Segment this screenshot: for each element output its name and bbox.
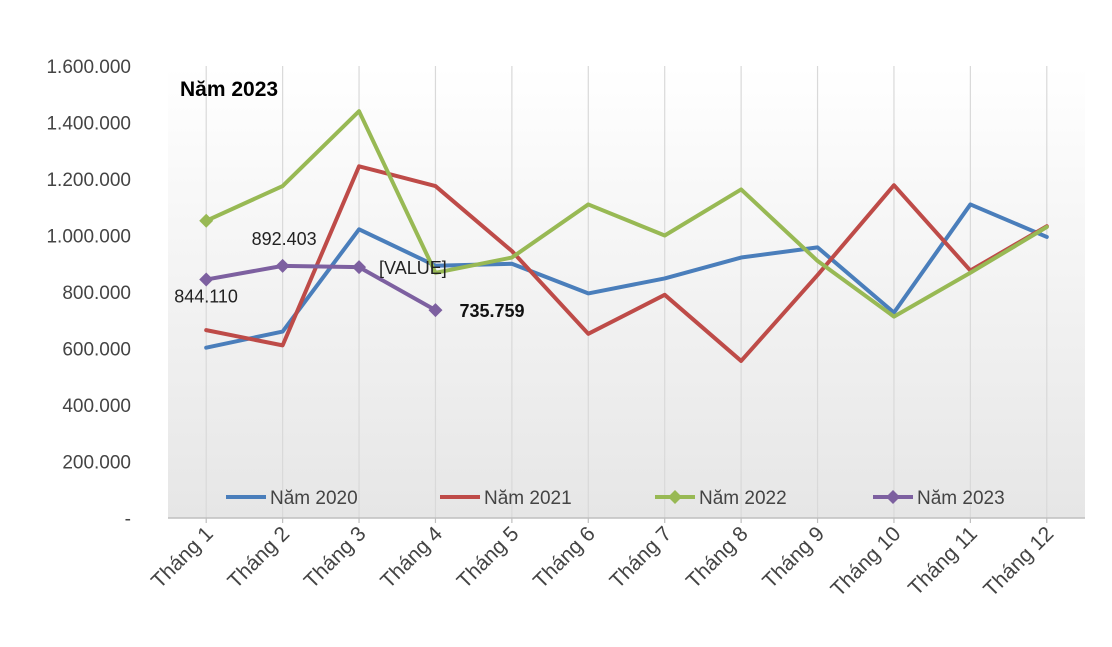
x-tick-label: Tháng 8	[682, 522, 753, 593]
legend: Năm 2020 Năm 2021 Năm 2022 Năm 2023	[226, 488, 1005, 509]
y-tick-label: 800.000	[62, 283, 131, 304]
x-tick-label: Tháng 7	[605, 522, 676, 593]
x-tick-label: Tháng 6	[529, 522, 600, 593]
grid	[205, 66, 1048, 518]
series-layer	[199, 109, 1049, 363]
y-axis-ticks: - 200.000 400.000 600.000 800.000 1.000.000 1.…	[46, 57, 131, 530]
legend-label: Năm 2022	[699, 488, 787, 509]
x-tick-label: Tháng 5	[453, 522, 524, 593]
series-marker-4	[275, 258, 290, 273]
x-tick-label: Tháng 11	[904, 522, 982, 600]
legend-label: Năm 2020	[270, 488, 358, 509]
x-tick-label: Tháng 4	[376, 522, 447, 593]
data-labels: 844.110 892.403 [VALUE] 735.759	[174, 229, 524, 321]
legend-label: Năm 2021	[484, 488, 572, 509]
plot-background	[168, 66, 1085, 518]
series-marker-4	[352, 260, 367, 275]
x-tick-label: Tháng 9	[758, 522, 829, 593]
data-label: 892.403	[252, 229, 317, 249]
series-marker-4	[199, 272, 214, 287]
legend-marker	[886, 490, 900, 504]
data-label: 844.110	[174, 287, 238, 307]
data-label: [VALUE]	[379, 258, 447, 278]
series-marker-4	[428, 303, 443, 318]
y-tick-label: 1.000.000	[46, 227, 131, 248]
x-tick-label: Tháng 3	[300, 522, 371, 593]
chart-title: Năm 2023	[180, 78, 278, 101]
y-tick-label: 400.000	[62, 396, 131, 417]
data-label: 735.759	[459, 301, 524, 321]
y-tick-label: 600.000	[62, 340, 131, 361]
series-line-4	[204, 263, 438, 313]
y-tick-label: 1.600.000	[46, 57, 131, 78]
legend-marker	[668, 490, 682, 504]
x-tick-label: Tháng 12	[979, 522, 1058, 601]
series-line-2	[204, 164, 1049, 363]
series-line-3	[204, 109, 1049, 319]
y-tick-label: -	[125, 509, 131, 530]
x-tick-label: Tháng 1	[147, 522, 218, 593]
x-tick-label: Tháng 2	[223, 522, 294, 593]
x-tick-label: Tháng 10	[826, 522, 905, 601]
series-line-1	[204, 202, 1049, 350]
series-marker-3	[199, 213, 214, 228]
x-axis-ticks: Tháng 1 Tháng 2 Tháng 3 Tháng 4 Tháng 5 Tháng…	[147, 518, 1058, 601]
legend-label: Năm 2023	[917, 488, 1005, 509]
y-tick-label: 200.000	[62, 453, 131, 474]
y-tick-label: 1.200.000	[46, 170, 131, 191]
y-tick-label: 1.400.000	[46, 114, 131, 135]
